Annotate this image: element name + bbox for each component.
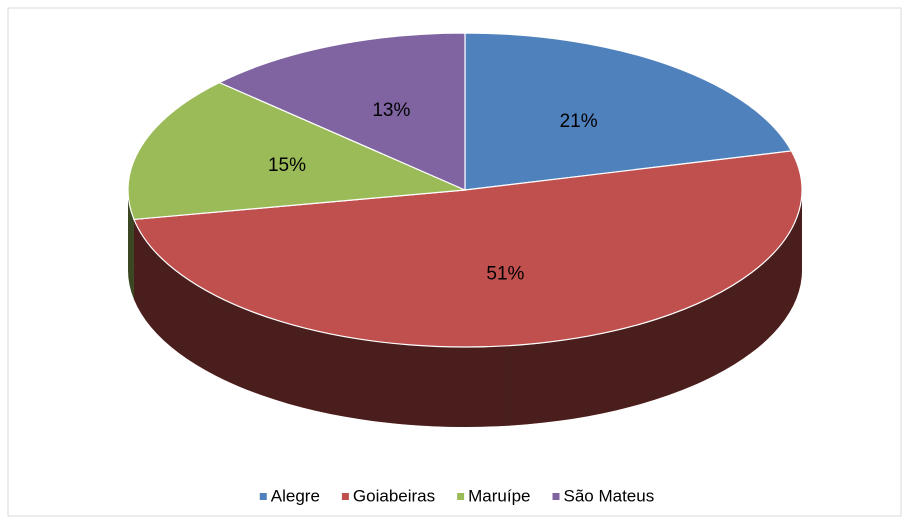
data-label: 13% xyxy=(372,100,410,121)
slice xyxy=(127,81,466,221)
slice xyxy=(464,32,793,191)
slice xyxy=(133,150,803,348)
legend-swatch xyxy=(341,493,349,500)
side-shade xyxy=(133,190,803,427)
slice xyxy=(217,32,466,191)
legend-swatch xyxy=(259,493,267,500)
side-shade xyxy=(128,190,134,300)
legend-label: Alegre xyxy=(271,486,320,505)
data-label: 51% xyxy=(486,263,524,284)
legend-label: São Mateus xyxy=(564,486,655,505)
legend-swatch xyxy=(552,493,560,500)
legend-swatch xyxy=(457,493,465,500)
legend: Alegre Goiabeiras Maruípe São Mateus xyxy=(259,486,655,505)
data-label: 15% xyxy=(268,155,306,176)
legend-label: Maruípe xyxy=(468,486,530,505)
data-label: 21% xyxy=(560,111,598,132)
legend-label: Goiabeiras xyxy=(353,486,435,505)
